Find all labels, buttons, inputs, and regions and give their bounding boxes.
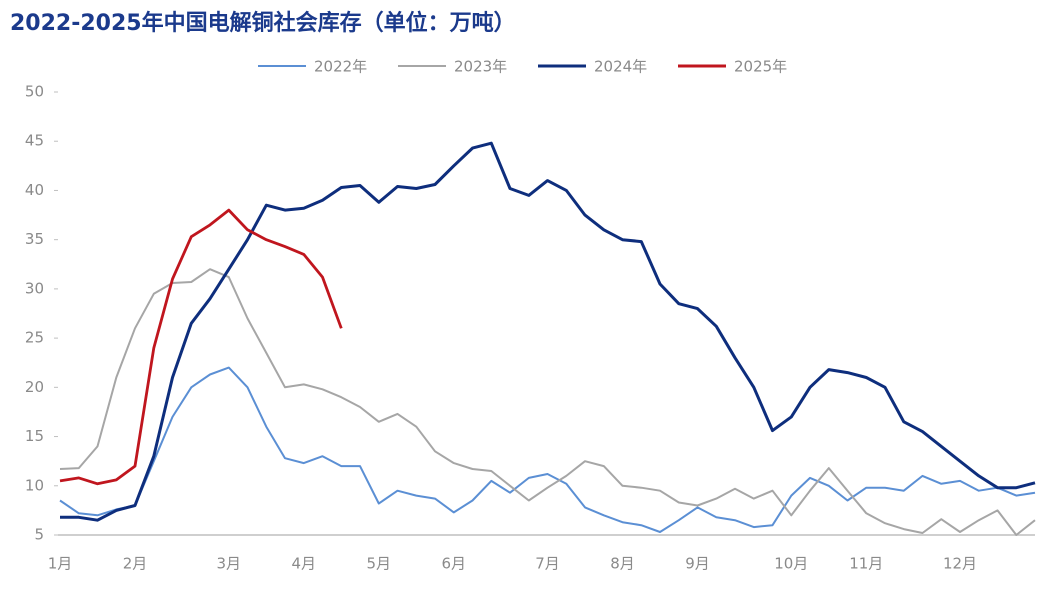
y-tick-label: 30 [25,279,44,297]
y-tick-label: 35 [25,230,44,248]
x-tick-label: 10月 [774,555,808,573]
series-line [60,141,1036,522]
x-tick-label: 3月 [216,555,241,573]
x-tick-label: 12月 [943,555,977,573]
y-tick-label: 25 [25,329,44,347]
x-tick-label: 9月 [685,555,710,573]
chart-title: 2022-2025年中国电解铜社会库存（单位：万吨） [10,10,516,36]
series-line [59,208,343,486]
x-tick-label: 11月 [849,555,883,573]
y-tick-label: 5 [34,526,44,544]
legend-label: 2025年 [734,58,787,76]
legend-label: 2023年 [454,58,507,76]
legend-label: 2022年 [314,58,367,76]
legend-label: 2024年 [594,58,647,76]
y-tick-label: 10 [25,476,44,494]
x-tick-label: 7月 [535,555,560,573]
series-line [59,268,1036,536]
x-tick-label: 2月 [123,555,148,573]
x-tick-label: 8月 [610,555,635,573]
y-tick-label: 45 [25,132,44,150]
x-tick-label: 6月 [441,555,466,573]
x-tick-label: 4月 [291,555,316,573]
y-tick-label: 15 [25,427,44,445]
y-tick-label: 20 [25,378,44,396]
y-tick-label: 50 [25,83,44,101]
series-line [59,366,1036,533]
x-tick-label: 1月 [48,555,73,573]
x-tick-label: 5月 [366,555,391,573]
y-tick-label: 40 [25,181,44,199]
